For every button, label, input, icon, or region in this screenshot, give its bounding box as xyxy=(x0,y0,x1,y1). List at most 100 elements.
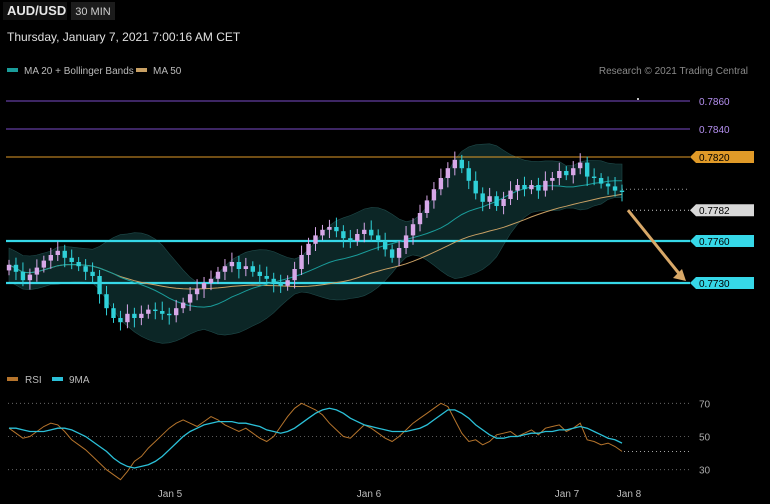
candle-body xyxy=(76,262,81,267)
candle-body xyxy=(292,269,297,281)
legend-rsi-label: RSI xyxy=(25,375,42,386)
candle-body xyxy=(90,271,95,276)
candle-body xyxy=(6,264,12,271)
candle-body xyxy=(355,234,360,241)
candle-body xyxy=(529,185,534,190)
candle-body xyxy=(173,308,179,316)
rsi-9ma-line xyxy=(9,407,623,469)
candle-body xyxy=(571,168,576,176)
candle-body xyxy=(557,171,562,178)
x-tick-jan-8: Jan 8 xyxy=(617,489,642,500)
candle-body xyxy=(139,313,144,318)
candle-body xyxy=(222,266,228,272)
candle-body xyxy=(369,229,374,236)
projection-arrow-head xyxy=(673,269,686,281)
symbol-box xyxy=(3,2,67,20)
price-level-label-0.7860: 0.7860 xyxy=(699,97,730,108)
candle-body xyxy=(111,308,116,318)
legend-rsi-swatch xyxy=(7,377,18,381)
candle-body xyxy=(285,280,290,286)
rsi-tick-30: 30 xyxy=(699,466,711,477)
candle-body xyxy=(466,168,471,181)
candle-body xyxy=(215,271,221,279)
candle-body xyxy=(41,260,47,268)
candle-body xyxy=(55,250,60,255)
rsi-tick-50: 50 xyxy=(699,433,711,444)
legend-ma20-label: MA 20 + Bollinger Bands xyxy=(24,66,134,77)
candle-body xyxy=(396,248,402,258)
price-level-label-0.7730: 0.7730 xyxy=(699,279,730,290)
rsi-plot: 70 50 30 xyxy=(8,399,711,481)
timeframe-label[interactable]: 30 MIN xyxy=(75,6,111,18)
x-tick-jan-6: Jan 6 xyxy=(357,489,382,500)
candle-body xyxy=(389,249,395,258)
candle-body xyxy=(501,199,506,206)
candle-body xyxy=(480,193,485,202)
candle-body xyxy=(362,229,367,234)
candle-body xyxy=(187,294,193,303)
candle-body xyxy=(243,266,249,269)
x-axis: Jan 5 Jan 6 Jan 7 Jan 8 xyxy=(158,489,642,500)
candle-body xyxy=(118,318,123,323)
candle-body xyxy=(13,264,19,272)
candle-body xyxy=(459,159,464,169)
price-plot: 0.7860 0.7840 0.7820 0.7782 0.7760 0.7730 xyxy=(6,97,754,344)
candle-body xyxy=(264,276,269,279)
legend-ma50-swatch xyxy=(136,68,147,72)
candle-body xyxy=(424,200,430,213)
candle-body xyxy=(201,283,207,289)
price-level-tag-0.7730 xyxy=(690,277,754,289)
candle-body xyxy=(564,171,569,176)
candle-body xyxy=(306,243,311,255)
candle-body xyxy=(536,185,541,191)
candle-body xyxy=(229,262,235,267)
candle-body xyxy=(584,162,590,177)
candle-body xyxy=(494,196,499,206)
candle-body xyxy=(313,235,318,244)
candle-body xyxy=(619,190,625,192)
timeframe-box[interactable] xyxy=(71,2,115,20)
candle-body xyxy=(417,213,423,225)
candle-body xyxy=(452,159,458,169)
candle-body xyxy=(473,180,478,194)
candle-body xyxy=(382,241,388,250)
candle-body xyxy=(431,189,437,201)
candle-body xyxy=(153,309,158,311)
candle-body xyxy=(334,227,339,232)
ma20-line xyxy=(8,180,623,308)
price-level-label-0.7760: 0.7760 xyxy=(699,237,730,248)
candle-body xyxy=(20,271,26,281)
candle-body xyxy=(48,255,53,261)
candle-body xyxy=(250,266,256,272)
candle-body xyxy=(543,180,548,191)
candle-body xyxy=(578,162,583,169)
legend-9ma-label: 9MA xyxy=(69,375,90,386)
candle-body xyxy=(236,262,242,269)
price-level-label-0.7820: 0.7820 xyxy=(699,153,730,164)
legend-ma50-label: MA 50 xyxy=(153,66,182,77)
projection-arrow-shaft xyxy=(626,209,683,277)
rsi-line xyxy=(8,402,623,481)
candle-body xyxy=(167,313,172,316)
candle-body xyxy=(341,231,346,239)
candle-body xyxy=(598,178,604,184)
candle-body xyxy=(271,278,276,283)
candle-body xyxy=(445,168,451,178)
legend-9ma-swatch xyxy=(52,377,63,381)
candle-body xyxy=(208,278,214,283)
price-level-tag-0.7782 xyxy=(690,204,754,217)
candle-body xyxy=(97,276,102,295)
candle-body xyxy=(320,229,325,236)
price-level-tag-0.7760 xyxy=(690,235,754,247)
candle-body xyxy=(410,224,416,236)
candle-body xyxy=(591,176,597,178)
candle-body xyxy=(403,235,409,248)
candle-body xyxy=(438,178,444,190)
candle-body xyxy=(487,196,492,202)
candle-body xyxy=(348,238,353,241)
candle-body xyxy=(257,271,262,276)
candle-body xyxy=(612,186,618,191)
price-level-label-0.7840: 0.7840 xyxy=(699,125,730,136)
candle-body xyxy=(375,235,381,241)
candle-body xyxy=(125,313,130,323)
